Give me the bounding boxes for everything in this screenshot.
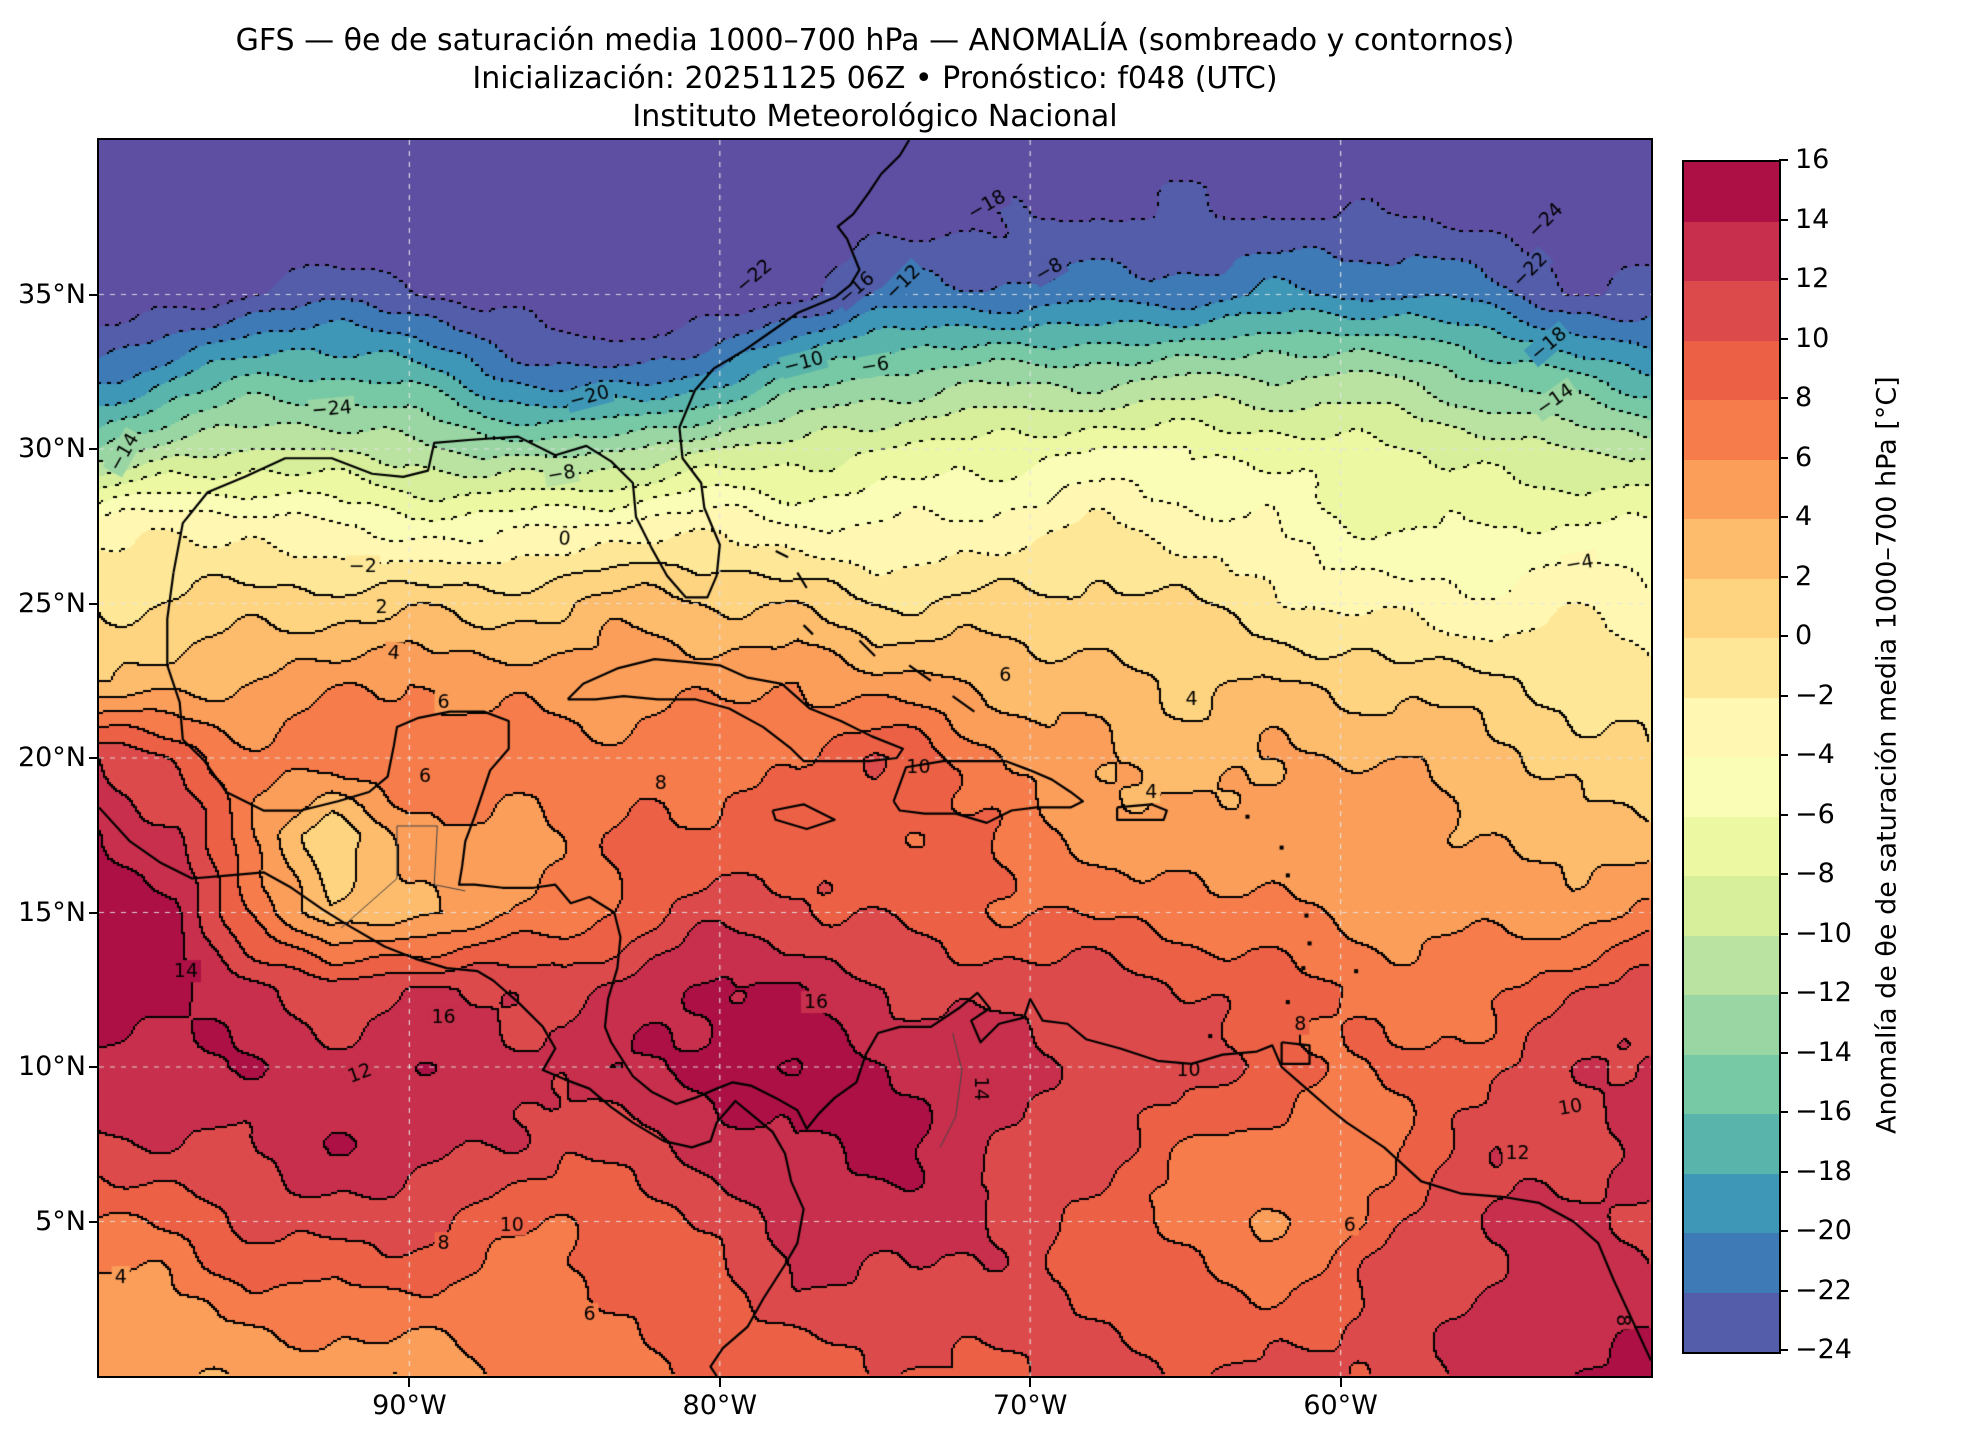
x-tick-mark [1029,1377,1032,1387]
colorbar-tick-mark [1779,278,1788,280]
colorbar-segment [1684,400,1779,460]
colorbar-tick-label: −10 [1795,917,1852,949]
x-tick-label: 90°W [372,1390,447,1421]
colorbar-segment [1684,935,1779,995]
colorbar-tick-label: 12 [1795,263,1830,294]
colorbar-segment [1684,340,1779,400]
y-tick-mark [89,911,99,914]
colorbar-tick-mark [1779,1230,1788,1232]
colorbar-tick-mark [1779,516,1788,518]
colorbar-segment [1684,1292,1779,1352]
colorbar [1682,160,1781,1354]
colorbar-tick-label: −4 [1795,739,1835,770]
y-tick-label: 5°N [35,1205,86,1237]
colorbar-tick-mark [1779,873,1788,875]
colorbar-tick-mark [1779,932,1788,935]
y-tick-mark [89,1220,99,1223]
y-tick-label: 20°N [17,742,86,773]
title-block: GFS — θe de saturación media 1000–700 hP… [99,22,1651,136]
colorbar-tick-mark [1779,1349,1788,1351]
y-tick-label: 10°N [17,1051,86,1082]
x-tick-label: 80°W [682,1390,758,1421]
chart-title: GFS — θe de saturación media 1000–700 hP… [235,23,1515,58]
colorbar-tick-label: −8 [1795,858,1835,889]
y-tick-mark [89,293,99,296]
y-tick-mark [89,448,99,450]
colorbar-tick-mark [1779,992,1788,994]
colorbar-tick-mark [1779,1289,1788,1292]
colorbar-tick-label: −14 [1795,1036,1852,1068]
y-tick-mark [89,757,99,759]
colorbar-tick-mark [1779,575,1788,578]
colorbar-tick-label: 0 [1795,620,1813,651]
colorbar-tick-mark [1779,397,1788,399]
colorbar-tick-label: −20 [1795,1215,1852,1246]
colorbar-tick-mark [1779,456,1788,459]
colorbar-tick-mark [1779,813,1788,816]
colorbar-tick-mark [1779,694,1788,697]
colorbar-tick-label: −6 [1795,798,1835,830]
x-tick-mark [1339,1377,1342,1387]
colorbar-tick-label: −16 [1795,1096,1852,1127]
colorbar-segment [1684,1114,1779,1174]
map-canvas [99,140,1651,1376]
x-tick-mark [718,1377,721,1387]
colorbar-tick-mark [1779,754,1788,756]
x-tick-label: 70°W [992,1390,1068,1421]
colorbar-segment [1684,1233,1779,1293]
colorbar-tick-label: 6 [1795,441,1813,473]
colorbar-tick-label: 4 [1795,501,1813,532]
chart-institution: Instituto Meteorológico Nacional [632,99,1118,134]
colorbar-tick-mark [1779,337,1788,340]
x-tick-mark [408,1377,411,1387]
colorbar-tick-mark [1779,1111,1788,1113]
colorbar-segment [1684,876,1779,936]
colorbar-tick-label: 16 [1795,144,1830,175]
colorbar-segment [1684,697,1779,757]
colorbar-tick-label: −2 [1795,679,1835,711]
colorbar-tick-mark [1779,159,1788,161]
y-tick-label: 25°N [17,587,86,619]
colorbar-segment [1684,995,1779,1055]
colorbar-segment [1684,638,1779,698]
colorbar-tick-label: −18 [1795,1155,1852,1187]
colorbar-tick-label: −12 [1795,977,1852,1008]
colorbar-tick-label: 2 [1795,560,1813,592]
y-tick-label: 35°N [17,278,86,310]
colorbar-segment [1684,519,1779,579]
y-tick-label: 15°N [17,896,86,928]
colorbar-segment [1684,757,1779,817]
colorbar-segment [1684,281,1779,341]
colorbar-segment [1684,221,1779,281]
colorbar-tick-label: 14 [1795,203,1830,235]
colorbar-segment [1684,459,1779,519]
colorbar-tick-mark [1779,1170,1788,1173]
colorbar-segment [1684,816,1779,876]
y-tick-mark [89,1066,99,1068]
colorbar-tick-label: 8 [1795,382,1813,413]
colorbar-tick-mark [1779,218,1788,221]
colorbar-segment [1684,162,1779,222]
colorbar-tick-label: −24 [1795,1334,1852,1365]
colorbar-tick-label: −22 [1795,1274,1852,1306]
y-tick-label: 30°N [17,433,86,464]
colorbar-segment [1684,1054,1779,1114]
colorbar-segment [1684,1173,1779,1233]
colorbar-tick-mark [1779,1051,1788,1054]
colorbar-tick-label: 10 [1795,322,1830,354]
colorbar-segment [1684,578,1779,638]
chart-subtitle: Inicialización: 20251125 06Z • Pronóstic… [472,61,1278,96]
y-tick-mark [89,602,99,605]
colorbar-tick-mark [1779,635,1788,637]
x-tick-label: 60°W [1303,1390,1378,1421]
